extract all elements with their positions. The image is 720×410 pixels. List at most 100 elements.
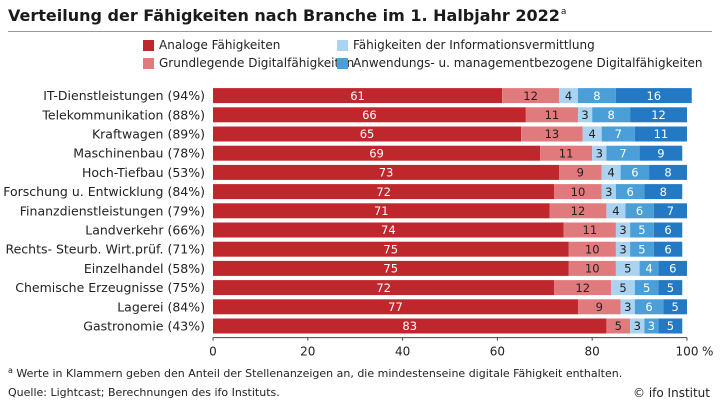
bar-segment-maschinenbau-78-s3 <box>606 145 640 161</box>
bar-segment-kraftwagen-89-s2 <box>582 126 602 142</box>
data-label-kraftwagen-89-s3: 7 <box>615 127 622 141</box>
data-label-lagerei-84-s4: 5 <box>671 300 678 314</box>
x-tick-label-100: 100 <box>676 345 699 359</box>
bar-segment-rechts-steurb-wirt-pr-f-71-s0 <box>213 241 569 257</box>
bar-segment-finanzdienstleistungen-79-s2 <box>606 203 626 219</box>
data-label-lagerei-84-s1: 9 <box>596 300 603 314</box>
data-label-maschinenbau-78-s2: 3 <box>596 146 603 160</box>
bar-segment-hoch-tiefbau-53-s1 <box>559 164 602 180</box>
bar-segment-finanzdienstleistungen-79-s4 <box>653 203 687 219</box>
source-note: Quelle: Lightcast; Berechnungen des ifo … <box>8 386 280 399</box>
title-divider <box>8 31 712 32</box>
bar-segment-kraftwagen-89-s1 <box>521 126 583 142</box>
bar-segment-hoch-tiefbau-53-s3 <box>620 164 650 180</box>
bar-segment-landverkehr-66-s2 <box>615 222 631 238</box>
x-tick-label-20: 20 <box>300 345 315 359</box>
bar-segment-chemische-erzeugnisse-75-s0 <box>213 280 555 296</box>
data-label-it-dienstleistungen-94-s0: 61 <box>350 89 365 103</box>
x-tick-label-40: 40 <box>395 345 410 359</box>
bar-segment-chemische-erzeugnisse-75-s4 <box>658 280 683 296</box>
bar-segment-forschung-u-entwicklung-84-s0 <box>213 184 555 200</box>
data-label-finanzdienstleistungen-79-s4: 7 <box>667 204 674 218</box>
data-label-chemische-erzeugnisse-75-s3: 5 <box>643 281 650 295</box>
bar-segment-lagerei-84-s1 <box>577 299 621 315</box>
data-label-kraftwagen-89-s4: 11 <box>654 127 669 141</box>
bar-segment-finanzdienstleistungen-79-s0 <box>213 203 550 219</box>
data-label-rechts-steurb-wirt-pr-f-71-s3: 5 <box>638 242 645 256</box>
category-label-gastronomie-43: Gastronomie (43%) <box>83 319 205 334</box>
category-label-chemische-erzeugnisse-75: Chemische Erzeugnisse (75%) <box>15 280 205 295</box>
data-label-kraftwagen-89-s2: 4 <box>589 127 596 141</box>
bar-segment-chemische-erzeugnisse-75-s1 <box>554 280 612 296</box>
legend-swatch-analog <box>143 39 154 51</box>
x-tick-label-60: 60 <box>490 345 505 359</box>
data-label-it-dienstleistungen-94-s4: 16 <box>646 89 661 103</box>
data-label-finanzdienstleistungen-79-s1: 12 <box>571 204 586 218</box>
category-label-it-dienstleistungen-94: IT-Dienstleistungen (94%) <box>43 88 205 103</box>
bar-segment-telekommunikation-88-s3 <box>592 107 631 123</box>
legend-item-application: Anwendungs- u. managementbezogene Digita… <box>337 56 703 70</box>
x-axis-unit: % <box>702 345 713 359</box>
data-label-rechts-steurb-wirt-pr-f-71-s1: 10 <box>585 242 600 256</box>
data-label-einzelhandel-58-s2: 5 <box>624 262 631 276</box>
bar-segment-telekommunikation-88-s4 <box>630 107 687 123</box>
bar-segment-telekommunikation-88-s0 <box>213 107 526 123</box>
data-label-forschung-u-entwicklung-84-s4: 8 <box>660 185 667 199</box>
data-label-gastronomie-43-s0: 83 <box>402 319 417 333</box>
data-label-einzelhandel-58-s3: 4 <box>645 262 652 276</box>
bar-segment-rechts-steurb-wirt-pr-f-71-s3 <box>630 241 654 257</box>
chart-title: Verteilung der Fähigkeiten nach Branche … <box>8 6 567 25</box>
data-label-rechts-steurb-wirt-pr-f-71-s0: 75 <box>383 242 398 256</box>
bar-segment-gastronomie-43-s1 <box>606 318 631 334</box>
data-label-telekommunikation-88-s4: 12 <box>651 108 666 122</box>
bar-segment-gastronomie-43-s4 <box>658 318 683 334</box>
category-label-rechts-steurb-wirt-pr-f-71: Rechts- Steurb. Wirt.prüf. (71%) <box>5 242 205 257</box>
legend-item-information: Fähigkeiten der Informationsvermittlung <box>337 38 595 52</box>
data-label-hoch-tiefbau-53-s0: 73 <box>379 166 394 180</box>
bar-segment-finanzdienstleistungen-79-s3 <box>625 203 654 219</box>
data-label-chemische-erzeugnisse-75-s1: 12 <box>575 281 590 295</box>
data-label-telekommunikation-88-s0: 66 <box>362 108 377 122</box>
bar-segment-forschung-u-entwicklung-84-s4 <box>644 184 683 200</box>
bar-segment-forschung-u-entwicklung-84-s1 <box>554 184 602 200</box>
data-label-maschinenbau-78-s0: 69 <box>369 146 384 160</box>
footnote: a Werte in Klammern geben den Anteil der… <box>8 366 623 380</box>
category-label-hoch-tiefbau-53: Hoch-Tiefbau (53%) <box>82 165 205 180</box>
data-label-landverkehr-66-s4: 6 <box>664 223 671 237</box>
data-label-chemische-erzeugnisse-75-s2: 5 <box>619 281 626 295</box>
bar-segment-rechts-steurb-wirt-pr-f-71-s4 <box>653 241 683 257</box>
bar-segment-hoch-tiefbau-53-s4 <box>649 164 687 180</box>
bar-segment-maschinenbau-78-s0 <box>213 145 541 161</box>
bar-segment-it-dienstleistungen-94-s1 <box>502 88 560 104</box>
data-label-rechts-steurb-wirt-pr-f-71-s2: 3 <box>619 242 626 256</box>
x-tick-label-0: 0 <box>209 345 217 359</box>
bar-segment-telekommunikation-88-s1 <box>525 107 578 123</box>
data-label-it-dienstleistungen-94-s1: 12 <box>523 89 538 103</box>
data-label-hoch-tiefbau-53-s3: 6 <box>631 166 638 180</box>
data-label-hoch-tiefbau-53-s1: 9 <box>577 166 584 180</box>
bar-segment-lagerei-84-s2 <box>620 299 635 315</box>
data-label-einzelhandel-58-s4: 6 <box>669 262 676 276</box>
data-label-gastronomie-43-s2: 3 <box>634 319 641 333</box>
data-label-rechts-steurb-wirt-pr-f-71-s4: 6 <box>664 242 671 256</box>
data-label-lagerei-84-s3: 6 <box>645 300 652 314</box>
bar-segment-rechts-steurb-wirt-pr-f-71-s2 <box>615 241 631 257</box>
legend-swatch-application <box>337 57 348 69</box>
legend-label-basic-digital: Grundlegende Digitalfähigkeiten <box>159 56 355 70</box>
data-label-landverkehr-66-s1: 11 <box>583 223 598 237</box>
category-label-maschinenbau-78: Maschinenbau (78%) <box>73 146 205 161</box>
bar-segment-kraftwagen-89-s0 <box>213 126 522 142</box>
bar-segment-rechts-steurb-wirt-pr-f-71-s1 <box>568 241 616 257</box>
data-label-telekommunikation-88-s2: 3 <box>581 108 588 122</box>
data-label-einzelhandel-58-s1: 10 <box>585 262 600 276</box>
legend-swatch-basic-digital <box>143 57 154 69</box>
data-label-chemische-erzeugnisse-75-s4: 5 <box>667 281 674 295</box>
data-label-gastronomie-43-s1: 5 <box>615 319 622 333</box>
data-label-finanzdienstleistungen-79-s0: 71 <box>374 204 389 218</box>
bar-segment-maschinenbau-78-s2 <box>592 145 607 161</box>
bar-segment-landverkehr-66-s3 <box>630 222 654 238</box>
data-label-maschinenbau-78-s3: 7 <box>619 146 626 160</box>
legend-item-basic-digital: Grundlegende Digitalfähigkeiten <box>143 56 354 70</box>
data-label-finanzdienstleistungen-79-s3: 6 <box>636 204 643 218</box>
data-label-kraftwagen-89-s1: 13 <box>545 127 560 141</box>
